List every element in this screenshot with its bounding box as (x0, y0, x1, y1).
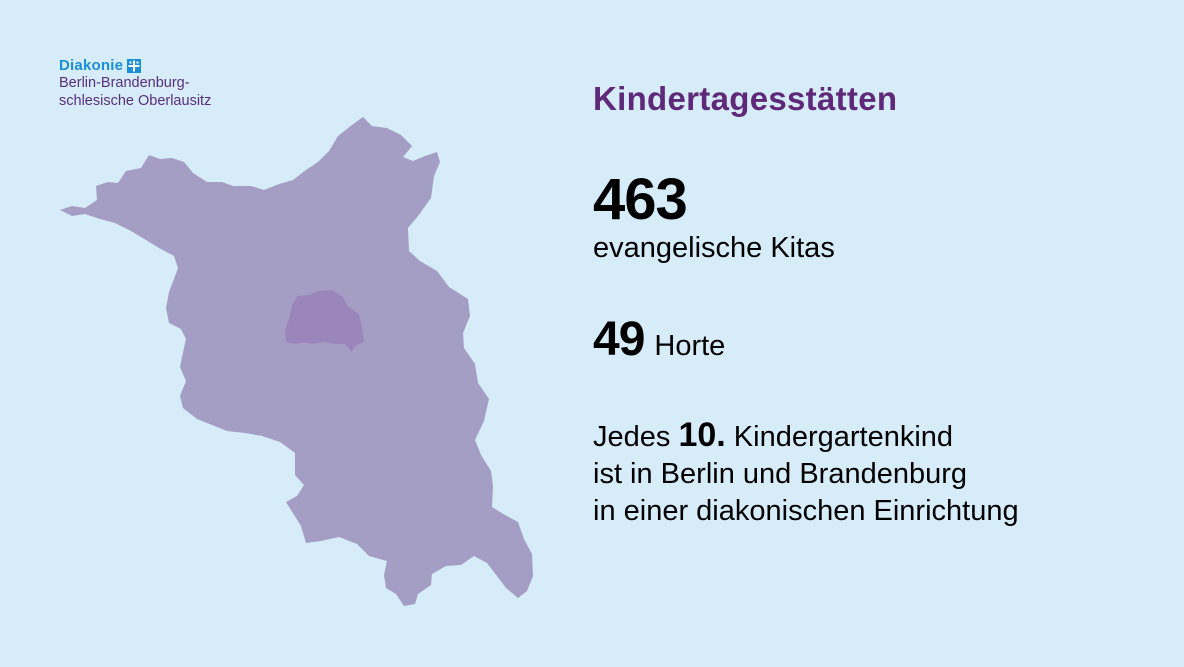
diakonie-cross-icon (127, 58, 142, 73)
diakonie-logo: Diakonie Berlin-Brandenburg- schlesische… (59, 57, 211, 110)
horte-count: 49 (593, 313, 645, 366)
fact-line-1: Jedes 10. Kindergartenkind (593, 417, 1019, 456)
kitas-label: evangelische Kitas (593, 232, 835, 264)
kitas-count: 463 (593, 167, 688, 232)
horte-stat: 49 Horte (593, 312, 725, 367)
fact-suffix: Kindergartenkind (733, 421, 954, 453)
brandenburg-region-shape (60, 117, 533, 606)
logo-line-1: Berlin-Brandenburg- (59, 75, 190, 91)
fact-prefix: Jedes (593, 421, 671, 453)
fact-highlight: 10. (678, 416, 726, 454)
page-title: Kindertagesstätten (593, 80, 898, 117)
fact-line-3: in einer diakonischen Einrichtung (593, 495, 1019, 527)
fact-line-2: ist in Berlin und Brandenburg (593, 458, 968, 490)
horte-label: Horte (654, 330, 726, 362)
fact-paragraph: Jedes 10. Kindergartenkind ist in Berlin… (593, 417, 1019, 530)
logo-line-2: schlesische Oberlausitz (59, 93, 212, 109)
berlin-city-shape (285, 290, 364, 352)
logo-brand: Diakonie (59, 57, 124, 74)
